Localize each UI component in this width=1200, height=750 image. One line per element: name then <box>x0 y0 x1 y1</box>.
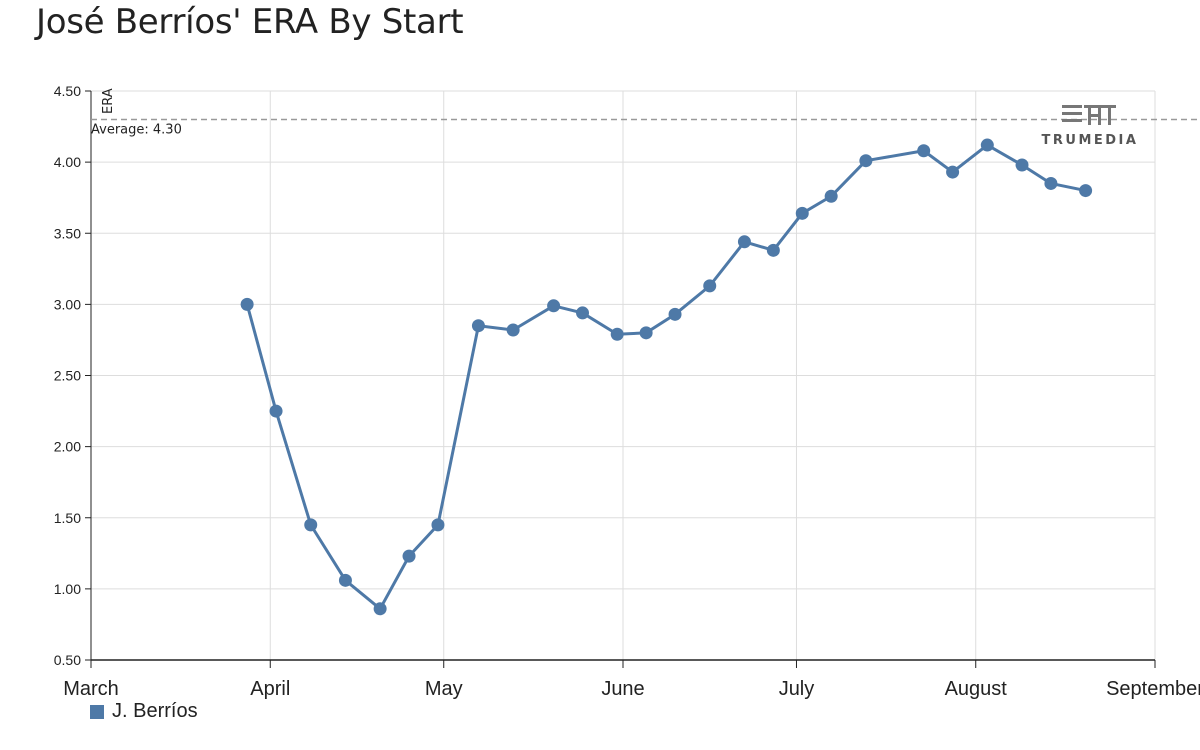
data-point <box>1079 184 1093 198</box>
x-tick-label: April <box>250 678 290 700</box>
data-point <box>946 165 960 179</box>
data-point <box>373 602 387 616</box>
data-point <box>703 279 717 293</box>
data-point <box>639 326 653 340</box>
chart-title: José Berríos' ERA By Start <box>36 2 464 42</box>
data-point <box>610 327 624 341</box>
data-point <box>917 144 931 158</box>
data-point <box>471 319 485 333</box>
y-tick-label: 3.50 <box>54 225 81 241</box>
data-point <box>668 307 682 321</box>
data-point <box>766 243 780 257</box>
data-point <box>547 299 561 313</box>
data-point <box>576 306 590 320</box>
data-point <box>506 323 520 337</box>
y-tick-label: 0.50 <box>54 652 81 668</box>
series-line <box>245 143 1086 611</box>
data-point <box>980 138 994 152</box>
data-point <box>431 518 445 532</box>
legend-label: J. Berríos <box>112 700 198 722</box>
grid-lines <box>91 90 1156 660</box>
series-group <box>240 138 1093 616</box>
data-point <box>402 549 416 563</box>
data-point <box>269 404 283 418</box>
data-point <box>240 297 254 311</box>
average-label: Average: 4.30 <box>91 122 182 137</box>
data-point <box>1044 176 1058 190</box>
y-tick-label: 1.00 <box>54 581 81 597</box>
y-tick-label: 2.00 <box>54 439 81 455</box>
average-line-group: Average: 4.30 <box>91 118 1200 137</box>
legend: J. Berríos <box>90 700 198 723</box>
data-point <box>338 573 352 587</box>
y-tick-label: 2.50 <box>54 368 81 384</box>
trumedia-logo-text: TRUMEDIA <box>1041 133 1139 148</box>
legend-swatch <box>90 704 104 719</box>
x-tick-label: June <box>601 678 644 700</box>
y-tick-label: 1.50 <box>54 510 81 526</box>
data-point <box>859 154 873 168</box>
data-point <box>795 206 809 220</box>
data-point <box>304 518 318 532</box>
x-tick-label: September <box>1106 678 1200 700</box>
trumedia-logo-icon <box>1062 105 1116 125</box>
x-tick-label: March <box>63 678 119 700</box>
y-tick-label: 4.00 <box>54 154 81 170</box>
y-tick-label: 4.50 <box>54 83 81 99</box>
x-tick-label: July <box>779 678 815 700</box>
y-axis-label: ERA <box>101 88 116 114</box>
data-point <box>824 189 838 203</box>
x-tick-label: August <box>945 678 1008 700</box>
trumedia-logo: TRUMEDIA <box>1040 102 1140 148</box>
axes: 0.50 1.00 1.50 2.00 2.50 3.00 3.50 4.00 4.50 Marc… <box>54 83 1200 700</box>
y-tick-label: 3.00 <box>54 296 81 312</box>
data-point <box>1015 158 1029 172</box>
data-point <box>737 235 751 249</box>
x-tick-label: May <box>425 678 463 700</box>
